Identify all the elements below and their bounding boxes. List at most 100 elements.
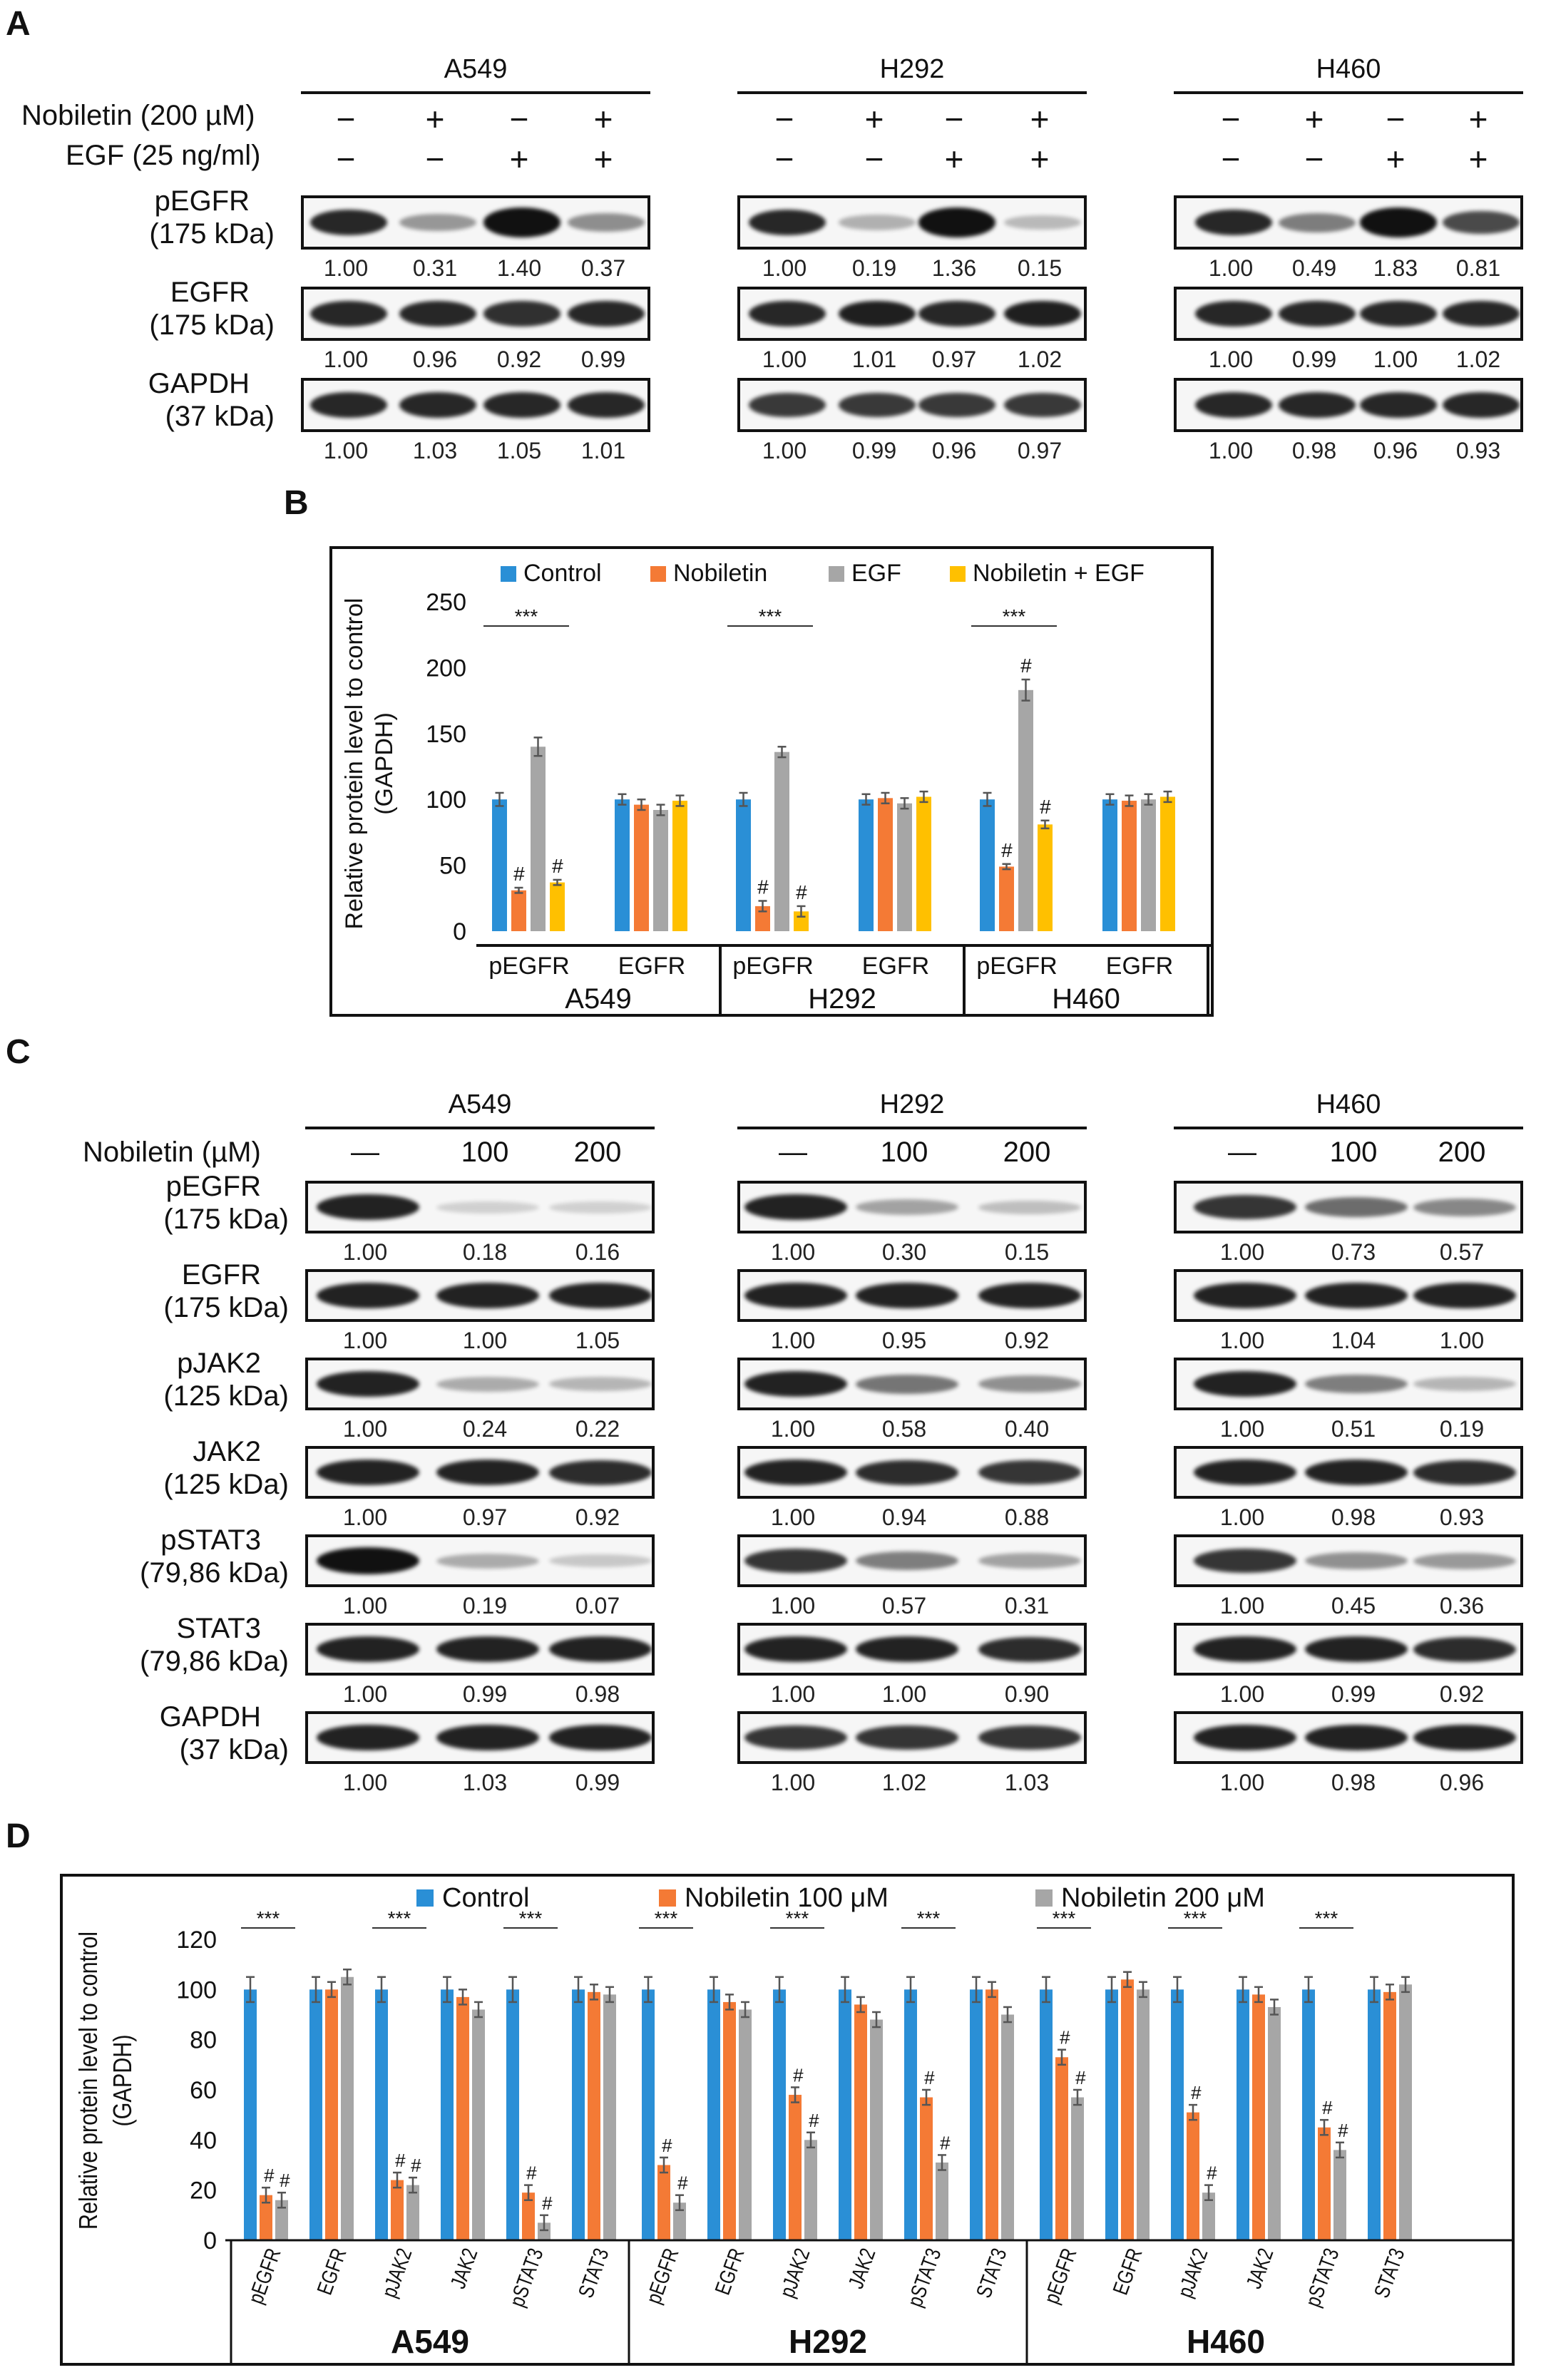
protein-band <box>1443 301 1520 327</box>
blot-stat3 <box>305 1623 655 1676</box>
bar <box>1202 2192 1215 2240</box>
protein-band <box>317 1371 419 1397</box>
protein-band <box>978 1283 1081 1308</box>
protein-band <box>1195 392 1272 418</box>
quant-value: 0.92 <box>1004 1328 1050 1353</box>
legend-label: Nobiletin 200 μM <box>1061 1883 1265 1913</box>
bar <box>1038 824 1053 931</box>
blot-gapdh <box>737 378 1087 432</box>
quant-value: 1.00 <box>1439 1328 1485 1353</box>
protein-band <box>1194 1549 1296 1573</box>
cell-line-label: A549 <box>448 1089 512 1119</box>
significance-mark: *** <box>519 1907 543 1929</box>
blot-protein-label: EGFR <box>181 1259 261 1291</box>
quant-value: 1.00 <box>762 255 807 281</box>
bar <box>472 2009 485 2240</box>
protein-band <box>744 1194 847 1220</box>
protein-band <box>856 1551 958 1570</box>
protein-band <box>317 1547 419 1574</box>
panel-b-bar-chart: Control Nobiletin EGF Nobiletin + EGF Relati… <box>329 546 1214 1017</box>
protein-band <box>1413 1636 1516 1662</box>
quant-value: 0.88 <box>1004 1504 1050 1530</box>
protein-band <box>1413 1460 1516 1485</box>
bar <box>653 809 668 931</box>
protein-band <box>749 392 826 418</box>
bar <box>1268 2006 1281 2240</box>
quant-value: 1.04 <box>1331 1328 1376 1353</box>
group-label: H460 <box>1052 983 1120 1015</box>
blot-pegfr <box>305 1181 655 1233</box>
nobiletin-dose-row-label: Nobiletin (µM) <box>83 1137 261 1168</box>
nobiletin-sign: − <box>1386 101 1406 138</box>
protein-band <box>436 1725 539 1750</box>
egf-sign: − <box>1221 140 1241 178</box>
panel-letter-d: D <box>6 1817 31 1855</box>
blot-pegfr <box>737 195 1087 250</box>
protein-band <box>317 1194 419 1220</box>
bar <box>897 803 912 931</box>
quant-value: 0.99 <box>575 1770 620 1795</box>
protein-band <box>310 301 387 327</box>
y-tick-label: 20 <box>190 2178 217 2205</box>
protein-band <box>317 1283 419 1308</box>
bar <box>707 1989 720 2240</box>
blot-protein-label: pEGFR <box>165 1171 261 1202</box>
x-tick-label: EGFR <box>862 953 929 980</box>
panel-d-bar-chart: Control Nobiletin 100 μM Nobiletin 200 μM R… <box>60 1874 1515 2366</box>
y-axis-label-unit: (GAPDH) <box>371 712 398 815</box>
quant-value: 0.94 <box>881 1504 927 1530</box>
quant-value: 1.00 <box>1208 438 1254 463</box>
protein-band <box>436 1460 539 1485</box>
hash-mark: # <box>1040 796 1051 818</box>
protein-band <box>310 392 387 418</box>
legend-swatch <box>501 566 516 582</box>
egf-sign: + <box>944 140 964 178</box>
bar <box>588 1991 600 2240</box>
quant-value: 1.00 <box>762 438 807 463</box>
nobiletin-sign: + <box>1304 101 1324 138</box>
protein-band <box>744 1283 847 1308</box>
cell-line-label: H292 <box>879 54 945 84</box>
quant-value: 0.24 <box>462 1416 508 1442</box>
bar <box>1040 1989 1053 2240</box>
quant-value: 1.40 <box>496 255 542 281</box>
bar <box>456 1996 469 2240</box>
legend-label: Nobiletin <box>673 560 767 587</box>
significance-mark: *** <box>786 1907 809 1929</box>
bar <box>755 906 770 931</box>
x-tick-label: pEGFR <box>976 953 1057 980</box>
bar <box>550 882 565 931</box>
significance-mark: *** <box>1003 605 1026 627</box>
protein-band <box>1194 1636 1296 1662</box>
bar <box>999 866 1014 931</box>
hash-mark: # <box>1060 2027 1070 2048</box>
hash-mark: # <box>411 2155 421 2176</box>
hash-mark: # <box>395 2150 406 2171</box>
quant-value: 0.40 <box>1004 1416 1050 1442</box>
quant-value: 0.19 <box>462 1593 508 1619</box>
bar <box>854 2004 867 2240</box>
blot-gapdh <box>301 378 650 432</box>
quant-value: 0.99 <box>580 347 626 372</box>
bar <box>1055 2057 1068 2240</box>
bar <box>375 1989 388 2240</box>
protein-band <box>1194 1460 1296 1485</box>
protein-band <box>1195 210 1272 235</box>
blot-kda-label: (175 kDa) <box>149 218 275 250</box>
blot-gapdh <box>737 1711 1087 1764</box>
blot-kda-label: (79,86 kDa) <box>140 1557 289 1589</box>
bar <box>1141 799 1156 931</box>
dose-label: — <box>351 1137 379 1168</box>
bar <box>723 2001 736 2240</box>
significance-mark: *** <box>1184 1907 1207 1929</box>
blot-pegfr <box>301 195 650 250</box>
protein-band <box>436 1283 539 1308</box>
bar <box>789 2095 802 2240</box>
blot-stat3 <box>1174 1623 1523 1676</box>
blot-pegfr <box>1174 1181 1523 1233</box>
protein-band <box>856 1283 958 1308</box>
bar <box>839 1989 851 2240</box>
hash-mark: # <box>677 2173 688 2194</box>
blot-kda-label: (125 kDa) <box>163 1380 289 1412</box>
egf-sign: + <box>1468 140 1488 178</box>
